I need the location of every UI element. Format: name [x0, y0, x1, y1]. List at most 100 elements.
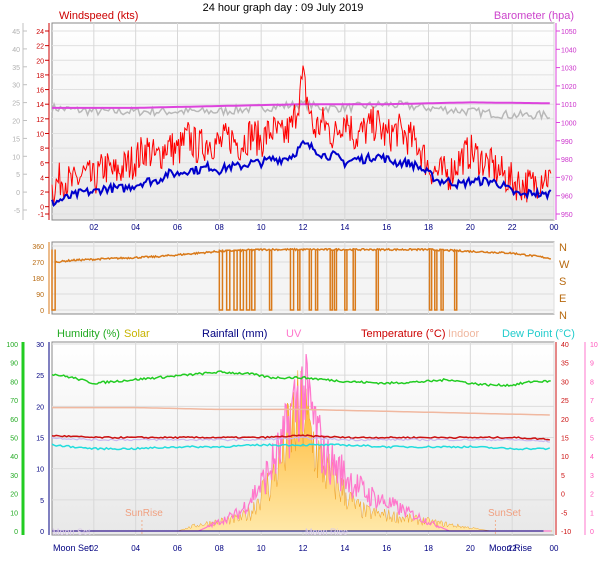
outer-tick-label: 25	[12, 101, 20, 108]
outer-tick-label: 5	[16, 172, 20, 179]
humidity-tick-label: 80	[10, 379, 18, 386]
indoor-line	[52, 406, 550, 416]
wind-tick-label: 12	[36, 117, 44, 124]
wind-tick-label: 10	[36, 131, 44, 138]
temp-tick-label: 40	[561, 342, 569, 349]
humidity-tick-label: 60	[10, 417, 18, 424]
barometer-axis: 950 960 970 980 990 1000 1010 1020 1030 1040 1050	[555, 23, 577, 220]
lower-x-tick-label: 10	[257, 544, 266, 553]
compass-letter: S	[559, 276, 566, 288]
lower-x-tick-label: 00	[550, 544, 559, 553]
lower-x-tick-label: 16	[382, 544, 391, 553]
lower-x-tick-label: 04	[131, 544, 140, 553]
wind-tick-label: 8	[40, 146, 44, 153]
rainfall-label: Rainfall (mm)	[202, 328, 267, 340]
moonrise-label: Moon Rise	[489, 543, 532, 553]
direction-swing	[333, 249, 338, 311]
wind-average-line	[51, 139, 552, 207]
direction-swing	[434, 249, 438, 311]
lower-x-tick-label: 12	[299, 544, 308, 553]
wind-x-tick-label: 22	[508, 223, 517, 232]
humidity-tick-label: 70	[10, 398, 18, 405]
direction-swing	[245, 249, 251, 311]
temp-tick-label: 15	[561, 436, 569, 443]
humidity-tick-label: 30	[10, 473, 18, 480]
compass-letter: N	[559, 310, 567, 322]
uv-tick-label: 4	[590, 454, 594, 461]
temp-tick-label: 35	[561, 361, 569, 368]
direction-swing	[51, 249, 56, 311]
indoor-label: Indoor	[448, 328, 480, 340]
moonset-label: Moon Set	[53, 543, 92, 553]
wind-x-tick-label: 10	[257, 223, 266, 232]
compass-letter: E	[559, 293, 566, 305]
humidity-tick-label: 0	[14, 529, 18, 536]
solar-label: Solar	[124, 328, 150, 340]
uv-tick-label: 10	[590, 342, 598, 349]
direction-swing	[428, 249, 433, 311]
baro-tick-label: 970	[561, 175, 573, 182]
temp-tick-label: 5	[561, 473, 565, 480]
wind-x-tick-label: 06	[173, 223, 182, 232]
humidity-tick-label: 90	[10, 361, 18, 368]
wind-x-tick-label: 18	[424, 223, 433, 232]
temp-tick-label: 20	[561, 417, 569, 424]
wind-x-tick-label: 00	[550, 223, 559, 232]
direction-swing	[225, 249, 231, 311]
lower-x-tick-label: 20	[466, 544, 475, 553]
baro-tick-label: 1050	[561, 29, 577, 36]
rain-tick-label: 30	[36, 342, 44, 349]
rain-tick-label: 10	[36, 467, 44, 474]
direction-swing	[239, 249, 245, 311]
compass-letter: W	[559, 259, 570, 271]
uv-tick-label: 3	[590, 473, 594, 480]
moonset-top-label: Moon Set	[52, 527, 91, 537]
rain-tick-label: 0	[40, 529, 44, 536]
outer-tick-label: 10	[12, 154, 20, 161]
wind-tick-label: 20	[36, 58, 44, 65]
barometer-axis-title: Barometer (hpa)	[494, 10, 574, 22]
uv-tick-label: 5	[590, 436, 594, 443]
rain-tick-label: 15	[36, 436, 44, 443]
moonrise-top-label: Moon Rise	[305, 527, 348, 537]
direction-swing	[375, 249, 380, 311]
gust-line	[51, 99, 551, 121]
baro-tick-label: 960	[561, 194, 573, 201]
lower-x-axis: 02 04 06 08 10 12 14 16 18 20 22 00	[89, 544, 559, 553]
lower-x-tick-label: 22	[508, 544, 517, 553]
dewpoint-label: Dew Point (°C)	[502, 328, 575, 340]
temperature-line	[51, 434, 550, 441]
wind-tick-label: 0	[40, 205, 44, 212]
direction-swing	[268, 249, 273, 311]
uv-tick-label: 6	[590, 417, 594, 424]
temp-tick-label: 0	[561, 492, 565, 499]
temperature-label: Temperature (°C)	[361, 328, 445, 340]
humidity-line	[51, 370, 551, 388]
wind-tick-label: 6	[40, 161, 44, 168]
direction-swing	[251, 249, 256, 311]
chart-title: 24 hour graph day : 09 July 2019	[203, 2, 364, 14]
direction-swing	[344, 249, 348, 311]
barometer-line	[52, 101, 550, 109]
direction-tick-label: 360	[32, 244, 44, 251]
direction-swing	[352, 249, 357, 311]
humidity-tick-label: 100	[6, 342, 18, 349]
uv-tick-label: 7	[590, 398, 594, 405]
direction-tick-label: 90	[36, 292, 44, 299]
wind-x-tick-label: 12	[299, 223, 308, 232]
baro-tick-label: 980	[561, 157, 573, 164]
wind-series	[51, 65, 552, 207]
windspeed-line	[51, 65, 552, 204]
outer-tick-label: 40	[12, 47, 20, 54]
sunrise-label: SunRise	[125, 508, 163, 519]
direction-axis: 0 90 180 270 360	[32, 242, 555, 315]
wind-x-tick-label: 02	[89, 223, 98, 232]
baro-tick-label: 990	[561, 139, 573, 146]
dewpoint-line	[51, 443, 551, 451]
temp-tick-label: -5	[561, 510, 567, 517]
direction-swing	[314, 249, 319, 311]
baro-tick-label: 1030	[561, 66, 577, 73]
direction-swing	[308, 249, 313, 311]
